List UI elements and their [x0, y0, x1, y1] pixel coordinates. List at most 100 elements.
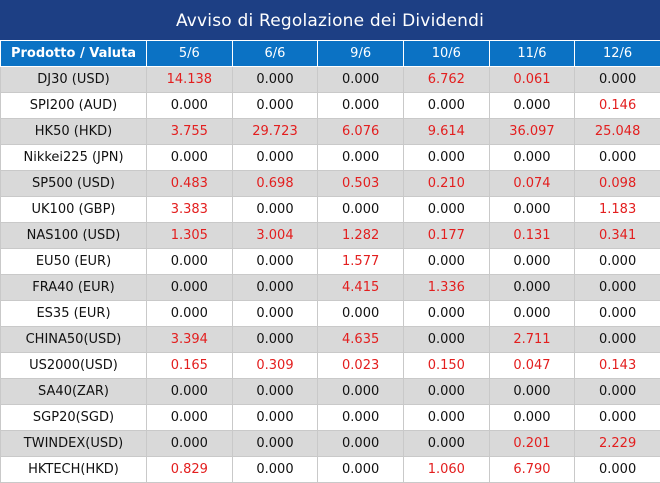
dividend-value-cell: 25.048 — [574, 118, 660, 145]
dividend-table: Prodotto / Valuta 5/6 6/6 9/6 10/6 11/6 … — [0, 40, 660, 483]
dividend-value-cell: 0.000 — [231, 274, 319, 301]
dividend-value-cell: 0.000 — [488, 144, 576, 171]
dividend-value-cell: 0.000 — [574, 378, 660, 405]
dividend-value-cell: 1.336 — [402, 274, 490, 301]
header-row: Prodotto / Valuta 5/6 6/6 9/6 10/6 11/6 … — [0, 40, 660, 67]
dividend-value-cell: 0.000 — [488, 248, 576, 275]
column-header-date: 6/6 — [231, 40, 319, 67]
dividend-value-cell: 0.000 — [317, 378, 404, 405]
dividend-value-cell: 0.000 — [574, 456, 660, 483]
dividend-value-cell: 0.000 — [402, 144, 490, 171]
table-row: HK50 (HKD) 3.755 29.723 6.076 9.614 36.097 25.… — [0, 118, 660, 145]
dividend-value-cell: 0.503 — [317, 170, 404, 197]
dividend-value-cell: 0.000 — [402, 92, 490, 119]
dividend-value-cell: 0.000 — [402, 196, 490, 223]
table-row: HKTECH(HKD) 0.829 0.000 0.000 1.060 6.790 0.00… — [0, 456, 660, 483]
column-header-date: 5/6 — [146, 40, 233, 67]
dividend-value-cell: 0.000 — [574, 404, 660, 431]
dividend-value-cell: 6.762 — [402, 66, 490, 93]
dividend-value-cell: 0.698 — [231, 170, 319, 197]
page-title: Avviso di Regolazione dei Dividendi — [0, 0, 660, 40]
dividend-value-cell: 0.000 — [402, 300, 490, 327]
table-row: NAS100 (USD) 1.305 3.004 1.282 0.177 0.131 0.3… — [0, 222, 660, 249]
dividend-value-cell: 0.000 — [146, 404, 233, 431]
table-row: US2000(USD) 0.165 0.309 0.023 0.150 0.047 0.14… — [0, 352, 660, 379]
dividend-value-cell: 1.060 — [402, 456, 490, 483]
dividend-value-cell: 6.790 — [488, 456, 576, 483]
dividend-value-cell: 0.177 — [402, 222, 490, 249]
dividend-value-cell: 0.309 — [231, 352, 319, 379]
dividend-value-cell: 0.000 — [488, 404, 576, 431]
product-cell: FRA40 (EUR) — [0, 274, 147, 301]
product-cell: DJ30 (USD) — [0, 66, 147, 93]
dividend-value-cell: 0.000 — [317, 196, 404, 223]
dividend-value-cell: 0.000 — [574, 300, 660, 327]
dividend-value-cell: 0.165 — [146, 352, 233, 379]
dividend-value-cell: 0.098 — [574, 170, 660, 197]
dividend-value-cell: 4.415 — [317, 274, 404, 301]
table-row: Nikkei225 (JPN) 0.000 0.000 0.000 0.000 0.000… — [0, 144, 660, 171]
dividend-value-cell: 3.383 — [146, 196, 233, 223]
table-row: SGP20(SGD) 0.000 0.000 0.000 0.000 0.000 0.000 — [0, 404, 660, 431]
product-cell: TWINDEX(USD) — [0, 430, 147, 457]
dividend-value-cell: 0.000 — [317, 66, 404, 93]
table-row: UK100 (GBP) 3.383 0.000 0.000 0.000 0.000 1.18… — [0, 196, 660, 223]
table-row: SPI200 (AUD) 0.000 0.000 0.000 0.000 0.000 0.1… — [0, 92, 660, 119]
dividend-value-cell: 1.282 — [317, 222, 404, 249]
product-cell: SP500 (USD) — [0, 170, 147, 197]
dividend-value-cell: 0.000 — [146, 92, 233, 119]
column-header-date: 12/6 — [574, 40, 660, 67]
dividend-value-cell: 0.000 — [574, 274, 660, 301]
dividend-value-cell: 0.047 — [488, 352, 576, 379]
dividend-value-cell: 0.000 — [231, 456, 319, 483]
table-row: CHINA50(USD) 3.394 0.000 4.635 0.000 2.711 0.0… — [0, 326, 660, 353]
dividend-value-cell: 0.000 — [317, 300, 404, 327]
dividend-value-cell: 0.000 — [574, 326, 660, 353]
dividend-value-cell: 0.000 — [317, 430, 404, 457]
dividend-value-cell: 6.076 — [317, 118, 404, 145]
dividend-value-cell: 0.829 — [146, 456, 233, 483]
dividend-value-cell: 0.000 — [317, 144, 404, 171]
dividend-value-cell: 0.000 — [231, 430, 319, 457]
dividend-value-cell: 1.577 — [317, 248, 404, 275]
table-row: SP500 (USD) 0.483 0.698 0.503 0.210 0.074 0.09… — [0, 170, 660, 197]
dividend-value-cell: 0.000 — [146, 274, 233, 301]
dividend-value-cell: 0.000 — [317, 456, 404, 483]
dividend-value-cell: 0.000 — [402, 378, 490, 405]
dividend-value-cell: 0.000 — [574, 66, 660, 93]
dividend-value-cell: 0.000 — [488, 300, 576, 327]
dividend-value-cell: 1.305 — [146, 222, 233, 249]
dividend-value-cell: 0.000 — [317, 404, 404, 431]
dividend-value-cell: 0.000 — [146, 248, 233, 275]
product-cell: US2000(USD) — [0, 352, 147, 379]
dividend-value-cell: 0.000 — [574, 144, 660, 171]
dividend-value-cell: 0.000 — [317, 92, 404, 119]
dividend-value-cell: 4.635 — [317, 326, 404, 353]
table-row: TWINDEX(USD) 0.000 0.000 0.000 0.000 0.201 2.2… — [0, 430, 660, 457]
dividend-value-cell: 0.000 — [231, 404, 319, 431]
dividend-value-cell: 0.000 — [488, 378, 576, 405]
product-cell: SGP20(SGD) — [0, 404, 147, 431]
product-cell: ES35 (EUR) — [0, 300, 147, 327]
table-row: ES35 (EUR) 0.000 0.000 0.000 0.000 0.000 0.000 — [0, 300, 660, 327]
dividend-value-cell: 36.097 — [488, 118, 576, 145]
product-cell: SPI200 (AUD) — [0, 92, 147, 119]
dividend-value-cell: 0.201 — [488, 430, 576, 457]
dividend-value-cell: 0.000 — [488, 196, 576, 223]
dividend-value-cell: 1.183 — [574, 196, 660, 223]
table-row: EU50 (EUR) 0.000 0.000 1.577 0.000 0.000 0.000 — [0, 248, 660, 275]
dividend-value-cell: 0.000 — [402, 430, 490, 457]
dividend-value-cell: 0.000 — [231, 378, 319, 405]
dividend-value-cell: 0.000 — [402, 248, 490, 275]
dividend-value-cell: 0.000 — [231, 196, 319, 223]
product-cell: UK100 (GBP) — [0, 196, 147, 223]
column-header-product: Prodotto / Valuta — [0, 40, 147, 67]
dividend-value-cell: 0.000 — [231, 300, 319, 327]
table-row: DJ30 (USD) 14.138 0.000 0.000 6.762 0.061 0.00… — [0, 66, 660, 93]
dividend-value-cell: 0.061 — [488, 66, 576, 93]
dividend-value-cell: 0.000 — [231, 248, 319, 275]
dividend-value-cell: 0.150 — [402, 352, 490, 379]
dividend-value-cell: 0.483 — [146, 170, 233, 197]
dividend-value-cell: 0.131 — [488, 222, 576, 249]
dividend-value-cell: 0.000 — [231, 92, 319, 119]
